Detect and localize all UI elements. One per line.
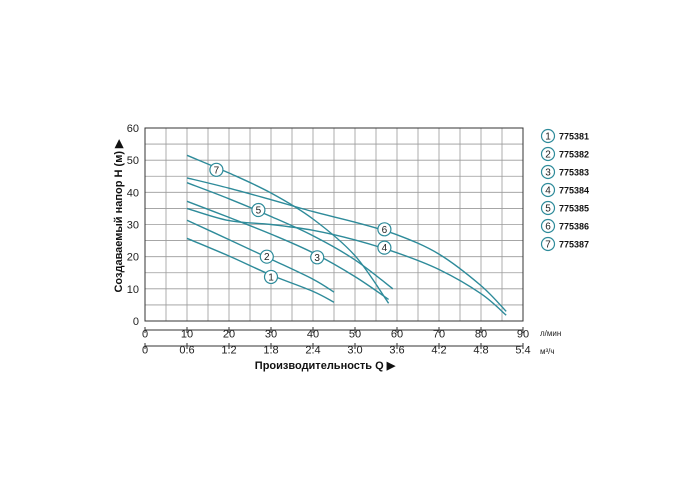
y-tick-label: 0 [133,316,139,328]
x2-tick-label: 0.6 [179,344,194,356]
chart-grid [145,128,523,321]
x-tick-label: 0 [142,328,148,340]
curve-775386 [186,177,507,312]
x2-tick-label: 3.0 [347,344,362,356]
legend-marker-number: 6 [545,222,551,233]
performance-curves [186,154,507,316]
curve-775384 [186,207,507,316]
curve-marker-number: 5 [256,206,262,217]
x2-tick-label: 4.2 [431,344,446,356]
x-tick-label: 90 [517,328,529,340]
legend-marker-number: 1 [545,132,551,143]
curve-marker-2 [259,249,274,264]
legend-marker-1 [540,128,556,144]
x-tick-label: 30 [265,328,277,340]
x2-tick-label: 4.8 [473,344,488,356]
curve-marker-number: 1 [268,272,274,283]
legend-marker-4 [540,182,556,198]
curve-marker-4 [377,240,392,255]
curve-marker-number: 7 [214,165,220,176]
curve-marker-number: 4 [382,243,388,254]
legend-label-775386: 775386 [559,222,589,232]
x2-axis-unit-m3h: м³/ч [540,347,555,356]
x2-tick-label: 2.4 [305,344,320,356]
y-tick-label: 50 [127,155,139,167]
y-tick-label: 60 [127,123,139,135]
legend-label-775385: 775385 [559,204,589,214]
x-axis-title: Производительность Q ▶ [255,360,396,372]
x-tick-label: 60 [391,328,403,340]
x-axis-unit-lmin: л/мин [540,329,561,338]
x2-tick-label: 1.8 [263,344,278,356]
legend-marker-number: 2 [545,150,551,161]
plot-frame [144,127,524,322]
legend-marker-2 [540,146,556,162]
curve-775381 [186,237,335,303]
x-tick-label: 70 [433,328,445,340]
legend-label-775381: 775381 [559,132,589,142]
curve-marker-number: 3 [314,253,320,264]
legend-marker-number: 7 [545,240,551,251]
curve-marker-6 [377,222,392,237]
chart-axes: 0 10 20 30 40 50 60 0 10 20 30 40 50 60 70 80 90 0 0.6 1.2 1… [127,123,531,356]
legend-label-775383: 775383 [559,168,589,178]
x-tick-label: 10 [181,328,193,340]
x-tick-label: 80 [475,328,487,340]
legend-marker-3 [540,164,556,180]
x-tick-label: 50 [349,328,361,340]
curve-775383 [186,200,389,300]
legend-label-775387: 775387 [559,240,589,250]
legend-marker-number: 3 [545,168,551,179]
y-tick-label: 40 [127,187,139,199]
y-tick-label: 20 [127,252,139,264]
curve-775387 [186,154,390,304]
legend-label-775384: 775384 [559,186,589,196]
legend-marker-number: 4 [545,186,551,197]
legend-marker-5 [540,200,556,216]
legend-marker-7 [540,236,556,252]
y-axis-title: Создаваемый напор H (м) ▶ [113,139,125,293]
x2-tick-label: 0 [142,344,148,356]
curve-marker-number: 6 [382,225,388,236]
x-tick-label: 20 [223,328,235,340]
x2-tick-label: 1.2 [221,344,236,356]
curve-marker-3 [310,250,325,265]
curve-marker-number: 2 [264,252,270,263]
x2-tick-label: 3.6 [389,344,404,356]
curve-marker-7 [209,162,224,177]
x-tick-label: 40 [307,328,319,340]
curve-markers: 1 2 3 4 5 6 7 [209,162,392,285]
y-tick-label: 10 [127,284,139,296]
curve-marker-5 [251,202,266,218]
legend-marker-number: 5 [545,204,551,215]
x2-tick-label: 5.4 [515,344,530,356]
chart-legend: 1 775381 2 775382 3 775383 4 775384 5 775385 6 7753… [540,128,589,252]
y-tick-label: 30 [127,220,139,232]
curve-775385 [186,182,394,290]
legend-marker-6 [540,218,556,234]
legend-label-775382: 775382 [559,150,589,160]
curve-marker-1 [263,269,279,285]
